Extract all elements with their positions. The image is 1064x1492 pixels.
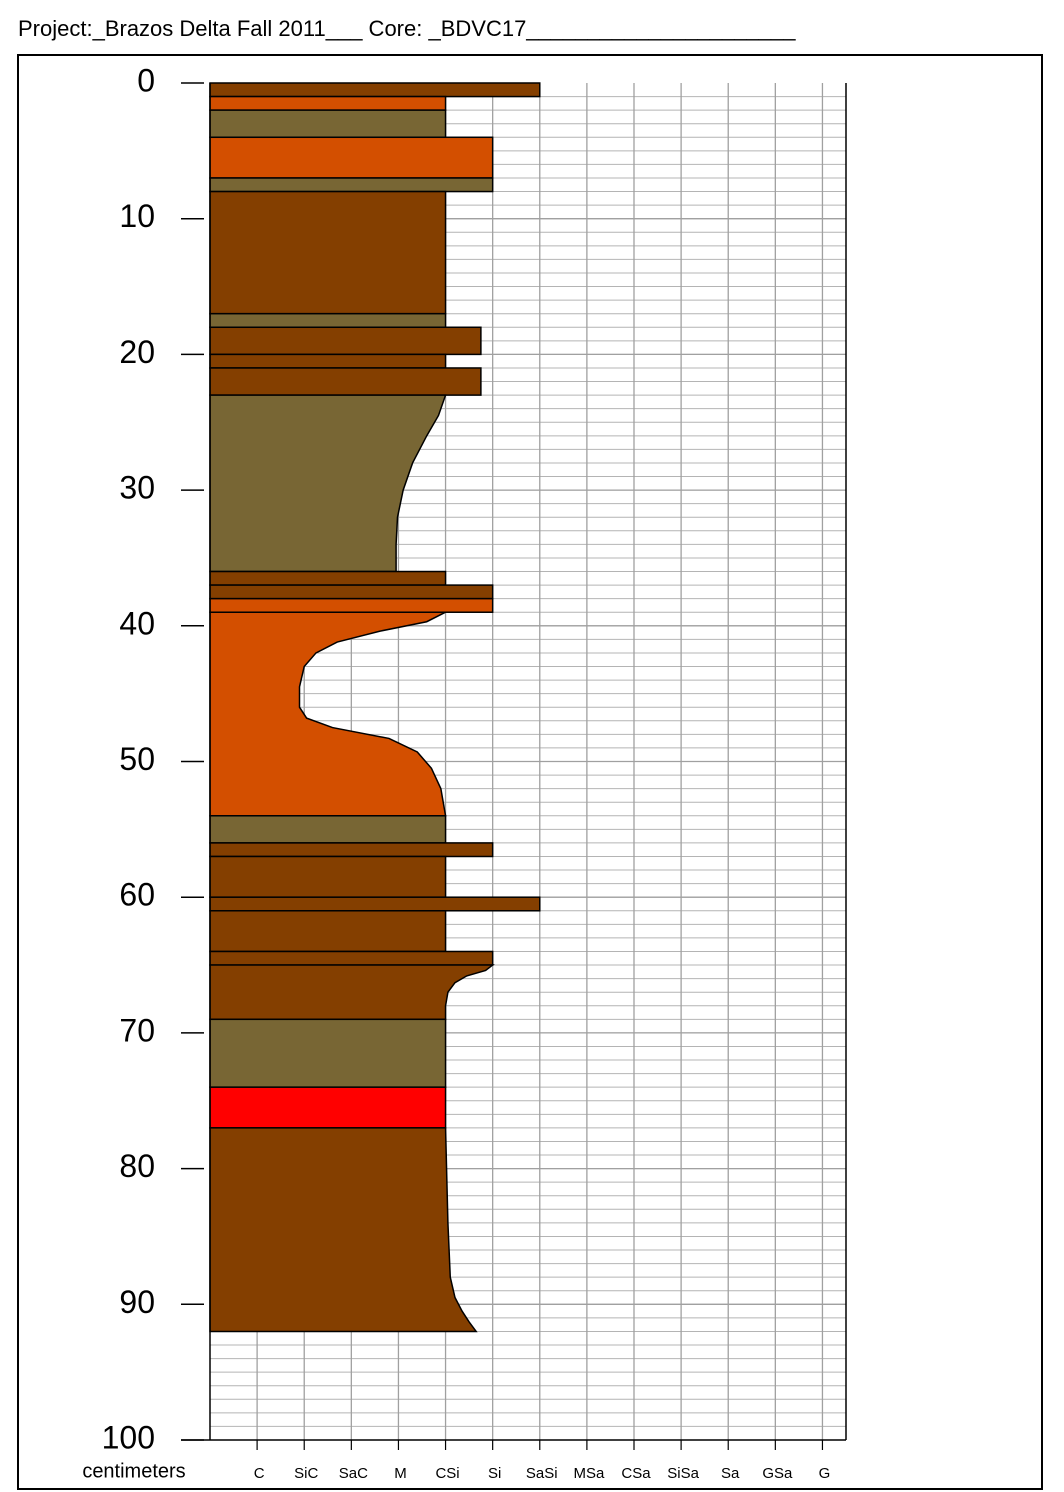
layer xyxy=(209,190,447,315)
y-tick-label: 10 xyxy=(119,198,155,234)
layer xyxy=(209,177,494,193)
layer xyxy=(209,312,447,329)
layer xyxy=(209,1127,478,1333)
chart-title: Project:_Brazos Delta Fall 2011___ Core:… xyxy=(18,16,796,41)
x-tick-label: SiSa xyxy=(667,1465,699,1482)
layer xyxy=(209,815,447,844)
layer xyxy=(209,367,482,396)
x-tick-label: Si xyxy=(488,1465,501,1482)
layer xyxy=(209,95,447,111)
layer xyxy=(209,570,447,586)
layer xyxy=(209,394,447,573)
y-tick-label: 20 xyxy=(119,334,155,370)
layer xyxy=(209,353,447,369)
y-tick-label: 100 xyxy=(102,1419,155,1455)
layer xyxy=(209,910,447,953)
y-tick-label: 30 xyxy=(119,470,155,506)
x-tick-label: CSi xyxy=(435,1465,459,1482)
y-tick-label: 80 xyxy=(119,1148,155,1184)
layer xyxy=(209,136,494,179)
x-tick-label: C xyxy=(254,1465,265,1482)
x-tick-label: Sa xyxy=(721,1465,740,1482)
layer xyxy=(209,1086,447,1129)
x-tick-label: CSa xyxy=(621,1465,651,1482)
layer xyxy=(209,896,541,912)
x-tick-label: G xyxy=(819,1465,831,1482)
layer xyxy=(209,611,447,817)
y-tick-label: 0 xyxy=(137,62,155,98)
layer xyxy=(209,855,447,898)
layer xyxy=(209,82,541,98)
y-tick-label: 70 xyxy=(119,1012,155,1048)
y-tick-label: 60 xyxy=(119,877,155,913)
layer xyxy=(209,950,494,966)
layer xyxy=(209,842,494,858)
x-tick-label: SaC xyxy=(339,1465,368,1482)
y-tick-label: 40 xyxy=(119,605,155,641)
x-tick-label: M xyxy=(394,1465,407,1482)
x-tick-label: SiC xyxy=(294,1465,318,1482)
layer xyxy=(209,1018,447,1088)
frame xyxy=(17,54,1043,1490)
x-tick-label: MSa xyxy=(573,1465,605,1482)
x-tick-label: SaSi xyxy=(526,1465,558,1482)
layer xyxy=(209,109,447,139)
layer xyxy=(209,597,494,613)
y-axis-label: centimeters xyxy=(82,1460,185,1482)
layer xyxy=(209,326,482,356)
x-tick-label: GSa xyxy=(762,1465,793,1482)
y-tick-label: 90 xyxy=(119,1284,155,1320)
layer xyxy=(209,584,494,600)
y-tick-label: 50 xyxy=(119,741,155,777)
